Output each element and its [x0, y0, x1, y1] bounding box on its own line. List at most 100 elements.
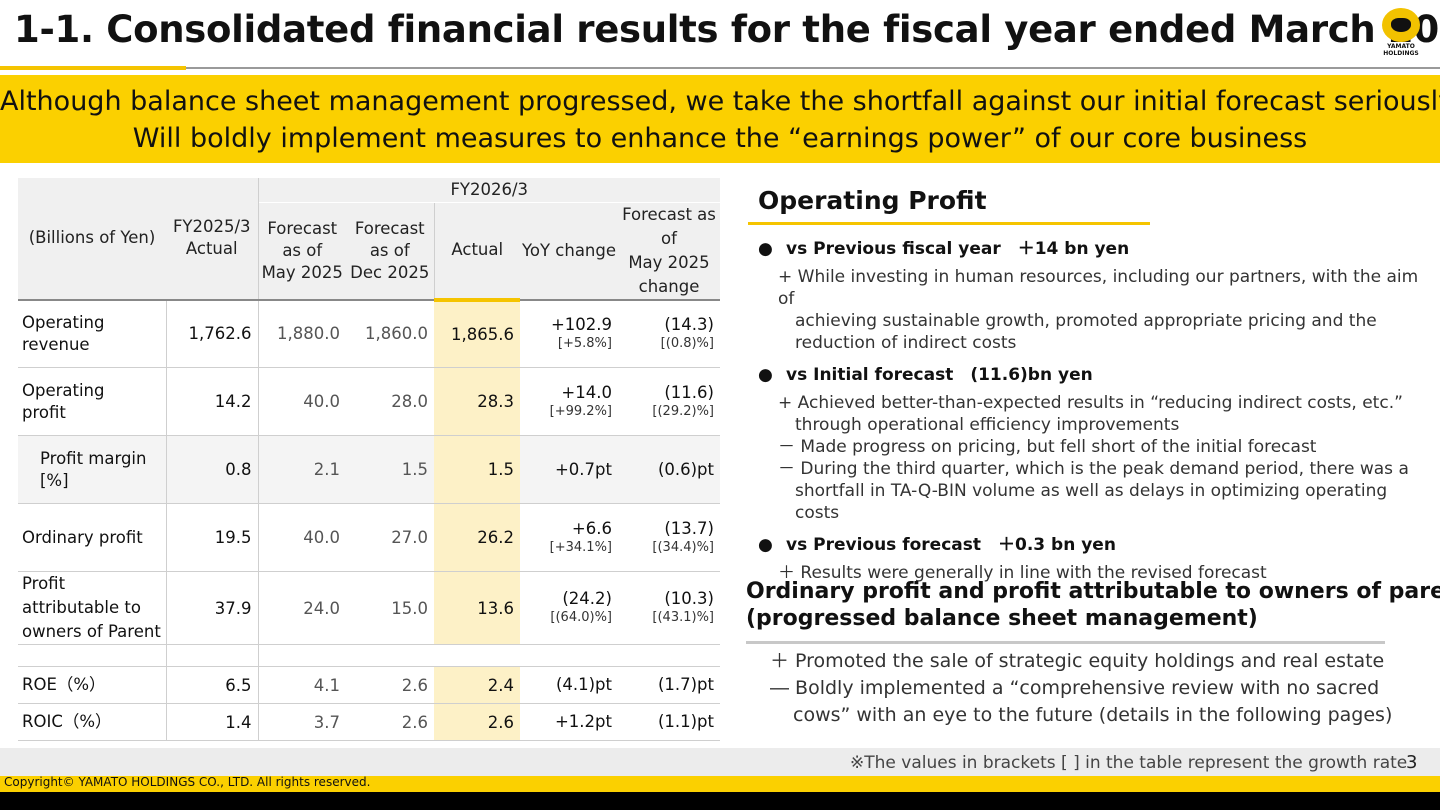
cell-forecast-change: (0.6)pt — [618, 435, 720, 504]
cell-fy2025: 14.2 — [166, 367, 259, 436]
bullet-line: － During the third quarter, which is the… — [778, 459, 1409, 479]
row-label: Profit margin [%] — [18, 435, 167, 504]
bullet-line: － Made progress on pricing, but fell sho… — [778, 437, 1317, 457]
logo-text: YAMATO HOLDINGS — [1383, 43, 1419, 57]
title-rule — [186, 67, 1440, 69]
cell-forecast-dec: 15.0 — [346, 571, 434, 645]
cell-forecast-may: 1,880.0 — [258, 299, 346, 368]
cell-fy2025: 6.5 — [166, 666, 259, 704]
cell-yoy: (4.1)pt — [520, 666, 618, 704]
table-row-operating-profit: Operating profit 14.2 40.0 28.0 28.3 +14.… — [18, 367, 720, 436]
unit-header: (Billions of Yen) — [18, 178, 166, 301]
cell-fy2025: 37.9 — [166, 571, 259, 645]
ordinary-profit-underline — [746, 641, 1385, 644]
yamato-logo: YAMATO HOLDINGS — [1378, 8, 1424, 60]
cell-forecast-may: 24.0 — [258, 571, 346, 645]
table-row-roic: ROIC（%） 1.4 3.7 2.6 2.6 +1.2pt (1.1)pt — [18, 703, 720, 741]
cell-forecast-may: 40.0 — [258, 367, 346, 436]
bullet-line: ― Boldly implemented a “comprehensive re… — [770, 677, 1380, 699]
cell-fy2025: 1.4 — [166, 703, 259, 741]
table-row-operating-revenue: Operating revenue 1,762.6 1,880.0 1,860.0… — [18, 297, 720, 368]
bullet-line: cows” with an eye to the future (details… — [793, 704, 1393, 726]
title-rule-accent — [0, 66, 186, 70]
operating-profit-bullets: ● vs Previous fiscal year ＋14 bn yen + Wh… — [758, 238, 1430, 584]
cell-yoy: (24.2) [(64.0)%] — [520, 571, 618, 645]
cell-forecast-dec: 27.0 — [346, 503, 434, 572]
table-row-roe: ROE（%） 6.5 4.1 2.6 2.4 (4.1)pt (1.7)pt — [18, 666, 720, 704]
bullet-line: ＋ Results were generally in line with th… — [778, 563, 1267, 583]
cell-fy2025: 1,762.6 — [166, 299, 259, 368]
bullet-heading: ● vs Initial forecast (11.6)bn yen — [758, 365, 1093, 385]
cell-actual: 1.5 — [434, 435, 520, 504]
headline-banner: Although balance sheet management progre… — [0, 75, 1440, 163]
cell-actual: 26.2 — [434, 503, 520, 572]
bullet-line: ＋ Promoted the sale of strategic equity … — [770, 650, 1385, 672]
cell-forecast-may: 2.1 — [258, 435, 346, 504]
bullet-line: shortfall in TA-Q-BIN volume as well as … — [795, 481, 1388, 523]
cell-actual: 13.6 — [434, 571, 520, 645]
header-actual: Actual — [434, 202, 520, 301]
bullet-line: reduction of indirect costs — [795, 333, 1017, 353]
cell-forecast-change: (10.3) [(43.1)%] — [618, 571, 720, 645]
copyright: Copyright© YAMATO HOLDINGS CO., LTD. All… — [4, 775, 371, 789]
bullet-line: through operational efficiency improveme… — [795, 415, 1180, 435]
ordinary-profit-heading: Ordinary profit and profit attributable … — [746, 579, 1440, 631]
cell-forecast-dec: 1.5 — [346, 435, 434, 504]
header-fy2026-group: FY2026/3 — [258, 178, 720, 203]
cell-yoy: +14.0 [+99.2%] — [520, 367, 618, 436]
cell-forecast-change: (14.3) [(0.8)%] — [618, 299, 720, 368]
row-label: Ordinary profit — [18, 503, 167, 572]
cell-fy2025: 0.8 — [166, 435, 259, 504]
footnote: ※The values in brackets [ ] in the table… — [850, 753, 1408, 773]
cell-actual: 1,865.6 — [434, 297, 520, 368]
row-label: Profit attributable to owners of Parent — [18, 571, 167, 645]
cell-actual: 28.3 — [434, 367, 520, 436]
footer-black-band — [0, 792, 1440, 810]
page-title: 1-1. Consolidated financial results for … — [14, 8, 1440, 51]
row-label: ROE（%） — [18, 666, 167, 704]
cell-yoy: +1.2pt — [520, 703, 618, 741]
cell-yoy: +102.9 [+5.8%] — [520, 299, 618, 368]
bullet-icon: ● — [758, 535, 773, 555]
cell-forecast-dec: 2.6 — [346, 703, 434, 741]
cell-forecast-change: (13.7) [(34.4)%] — [618, 503, 720, 572]
black-cat-icon — [1382, 8, 1420, 42]
cell-yoy: +0.7pt — [520, 435, 618, 504]
header-forecast-dec: Forecast as of Dec 2025 — [346, 202, 435, 301]
header-forecast-may: Forecast as of May 2025 — [258, 202, 346, 301]
page-number: 3 — [1406, 752, 1418, 773]
financial-results-table: (Billions of Yen) FY2025/3 Actual FY2026/… — [18, 178, 720, 741]
footnote-bar — [0, 748, 1440, 778]
row-label: Operating revenue — [18, 299, 167, 368]
bullet-heading: ● vs Previous fiscal year ＋14 bn yen — [758, 239, 1130, 259]
banner-line-1: Although balance sheet management progre… — [0, 86, 1440, 117]
cell-forecast-may: 3.7 — [258, 703, 346, 741]
table-row-profit-margin: Profit margin [%] 0.8 2.1 1.5 1.5 +0.7pt … — [18, 435, 720, 504]
bullet-line: + While investing in human resources, in… — [778, 267, 1419, 309]
bullet-heading: ● vs Previous forecast ＋0.3 bn yen — [758, 535, 1116, 555]
operating-profit-heading: Operating Profit — [758, 186, 987, 215]
ordinary-profit-bullets: ＋ Promoted the sale of strategic equity … — [770, 648, 1410, 729]
cell-forecast-change: (1.1)pt — [618, 703, 720, 741]
cell-forecast-dec: 28.0 — [346, 367, 434, 436]
cell-actual: 2.6 — [434, 703, 520, 741]
footer-yellow-band — [0, 776, 1440, 792]
row-label: Operating profit — [18, 367, 167, 436]
cell-actual: 2.4 — [434, 666, 520, 704]
row-label: ROIC（%） — [18, 703, 167, 741]
banner-line-2: Will boldly implement measures to enhanc… — [132, 123, 1308, 154]
table-row-ordinary-profit: Ordinary profit 19.5 40.0 27.0 26.2 +6.6… — [18, 503, 720, 572]
cell-forecast-may: 40.0 — [258, 503, 346, 572]
bullet-icon: ● — [758, 365, 773, 385]
bullet-line: achieving sustainable growth, promoted a… — [795, 311, 1377, 331]
cell-forecast-may: 4.1 — [258, 666, 346, 704]
cell-forecast-change: (1.7)pt — [618, 666, 720, 704]
table-spacer-row — [18, 644, 720, 667]
cell-fy2025: 19.5 — [166, 503, 259, 572]
operating-profit-underline — [748, 222, 1150, 225]
header-yoy: YoY change — [520, 202, 618, 301]
table-row-profit-attributable: Profit attributable to owners of Parent 37… — [18, 571, 720, 645]
bullet-icon: ● — [758, 239, 773, 259]
cell-forecast-change: (11.6) [(29.2)%] — [618, 367, 720, 436]
cell-forecast-dec: 1,860.0 — [346, 299, 434, 368]
